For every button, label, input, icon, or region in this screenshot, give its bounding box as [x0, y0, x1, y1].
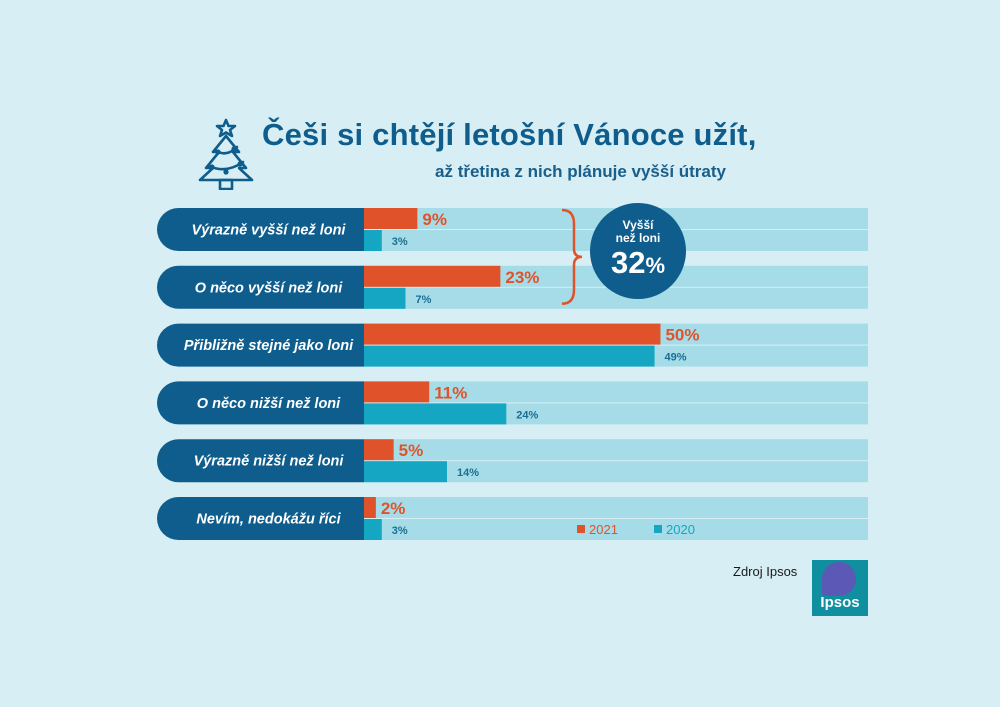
- category-label: Výrazně vyšší než loni: [192, 223, 347, 239]
- ipsos-logo: Ipsos: [812, 560, 868, 616]
- category-label: O něco nižší než loni: [197, 396, 341, 412]
- logo-text: Ipsos: [820, 594, 860, 611]
- category-label: Nevím, nedokážu říci: [196, 512, 341, 528]
- category-label-bar: [157, 208, 364, 251]
- higher-than-last-year-callout: Vyšší než loni 32%: [590, 203, 686, 299]
- value-label-2021: 5%: [399, 441, 424, 460]
- bar-2021: [364, 208, 418, 229]
- track-2021: [364, 439, 868, 461]
- legend-swatch-2021: [577, 525, 585, 533]
- bar-2020: [364, 287, 406, 309]
- value-label-2021: 23%: [505, 268, 539, 287]
- bar-2021: [364, 265, 501, 287]
- value-label-2020: 3%: [392, 236, 408, 248]
- value-label-2021: 50%: [665, 326, 699, 345]
- chart-title: Češi si chtějí letošní Vánoce užít,: [262, 117, 757, 152]
- track-2020: [364, 519, 868, 540]
- legend-swatch-2020: [654, 525, 662, 533]
- category-label-bar: [157, 265, 364, 309]
- bar-2021: [364, 439, 394, 461]
- chart-subtitle: až třetina z nich plánuje vyšší útraty: [435, 162, 726, 181]
- track-2020: [364, 461, 868, 483]
- value-label-2020: 14%: [457, 467, 479, 479]
- group-brace: [561, 208, 583, 306]
- category-label-bar: [157, 439, 364, 483]
- track-2021: [364, 497, 868, 518]
- bar-2020: [364, 461, 448, 483]
- value-label-2021: 9%: [422, 210, 447, 229]
- legend-label-2020: 2020: [666, 522, 695, 537]
- bar-2021: [364, 381, 430, 403]
- christmas-tree-icon: [198, 118, 254, 190]
- source-note: Zdroj Ipsos: [733, 564, 798, 579]
- legend-label-2021: 2021: [589, 522, 618, 537]
- category-label-bar: [157, 497, 364, 540]
- track-2021: [364, 381, 868, 403]
- value-label-2020: 49%: [665, 352, 687, 364]
- category-label-bar: [157, 323, 364, 367]
- value-label-2020: 3%: [392, 525, 408, 537]
- callout-value: 32%: [610, 245, 666, 280]
- bar-2020: [364, 230, 382, 251]
- track-2020: [364, 287, 868, 309]
- category-label: Přibližně stejné jako loni: [184, 338, 354, 354]
- category-label-bar: [157, 381, 364, 425]
- value-label-2020: 7%: [416, 294, 432, 306]
- bar-2020: [364, 519, 382, 540]
- category-label: Výrazně nižší než loni: [194, 454, 345, 470]
- bar-2020: [364, 403, 507, 425]
- value-label-2021: 11%: [434, 383, 467, 402]
- value-label-2020: 24%: [516, 409, 538, 421]
- bar-2021: [364, 497, 376, 518]
- category-label: O něco vyšší než loni: [195, 280, 343, 296]
- value-label-2021: 2%: [381, 499, 406, 518]
- callout-label: Vyšší než loni: [615, 218, 661, 245]
- bar-2020: [364, 345, 655, 367]
- bar-2021: [364, 323, 661, 345]
